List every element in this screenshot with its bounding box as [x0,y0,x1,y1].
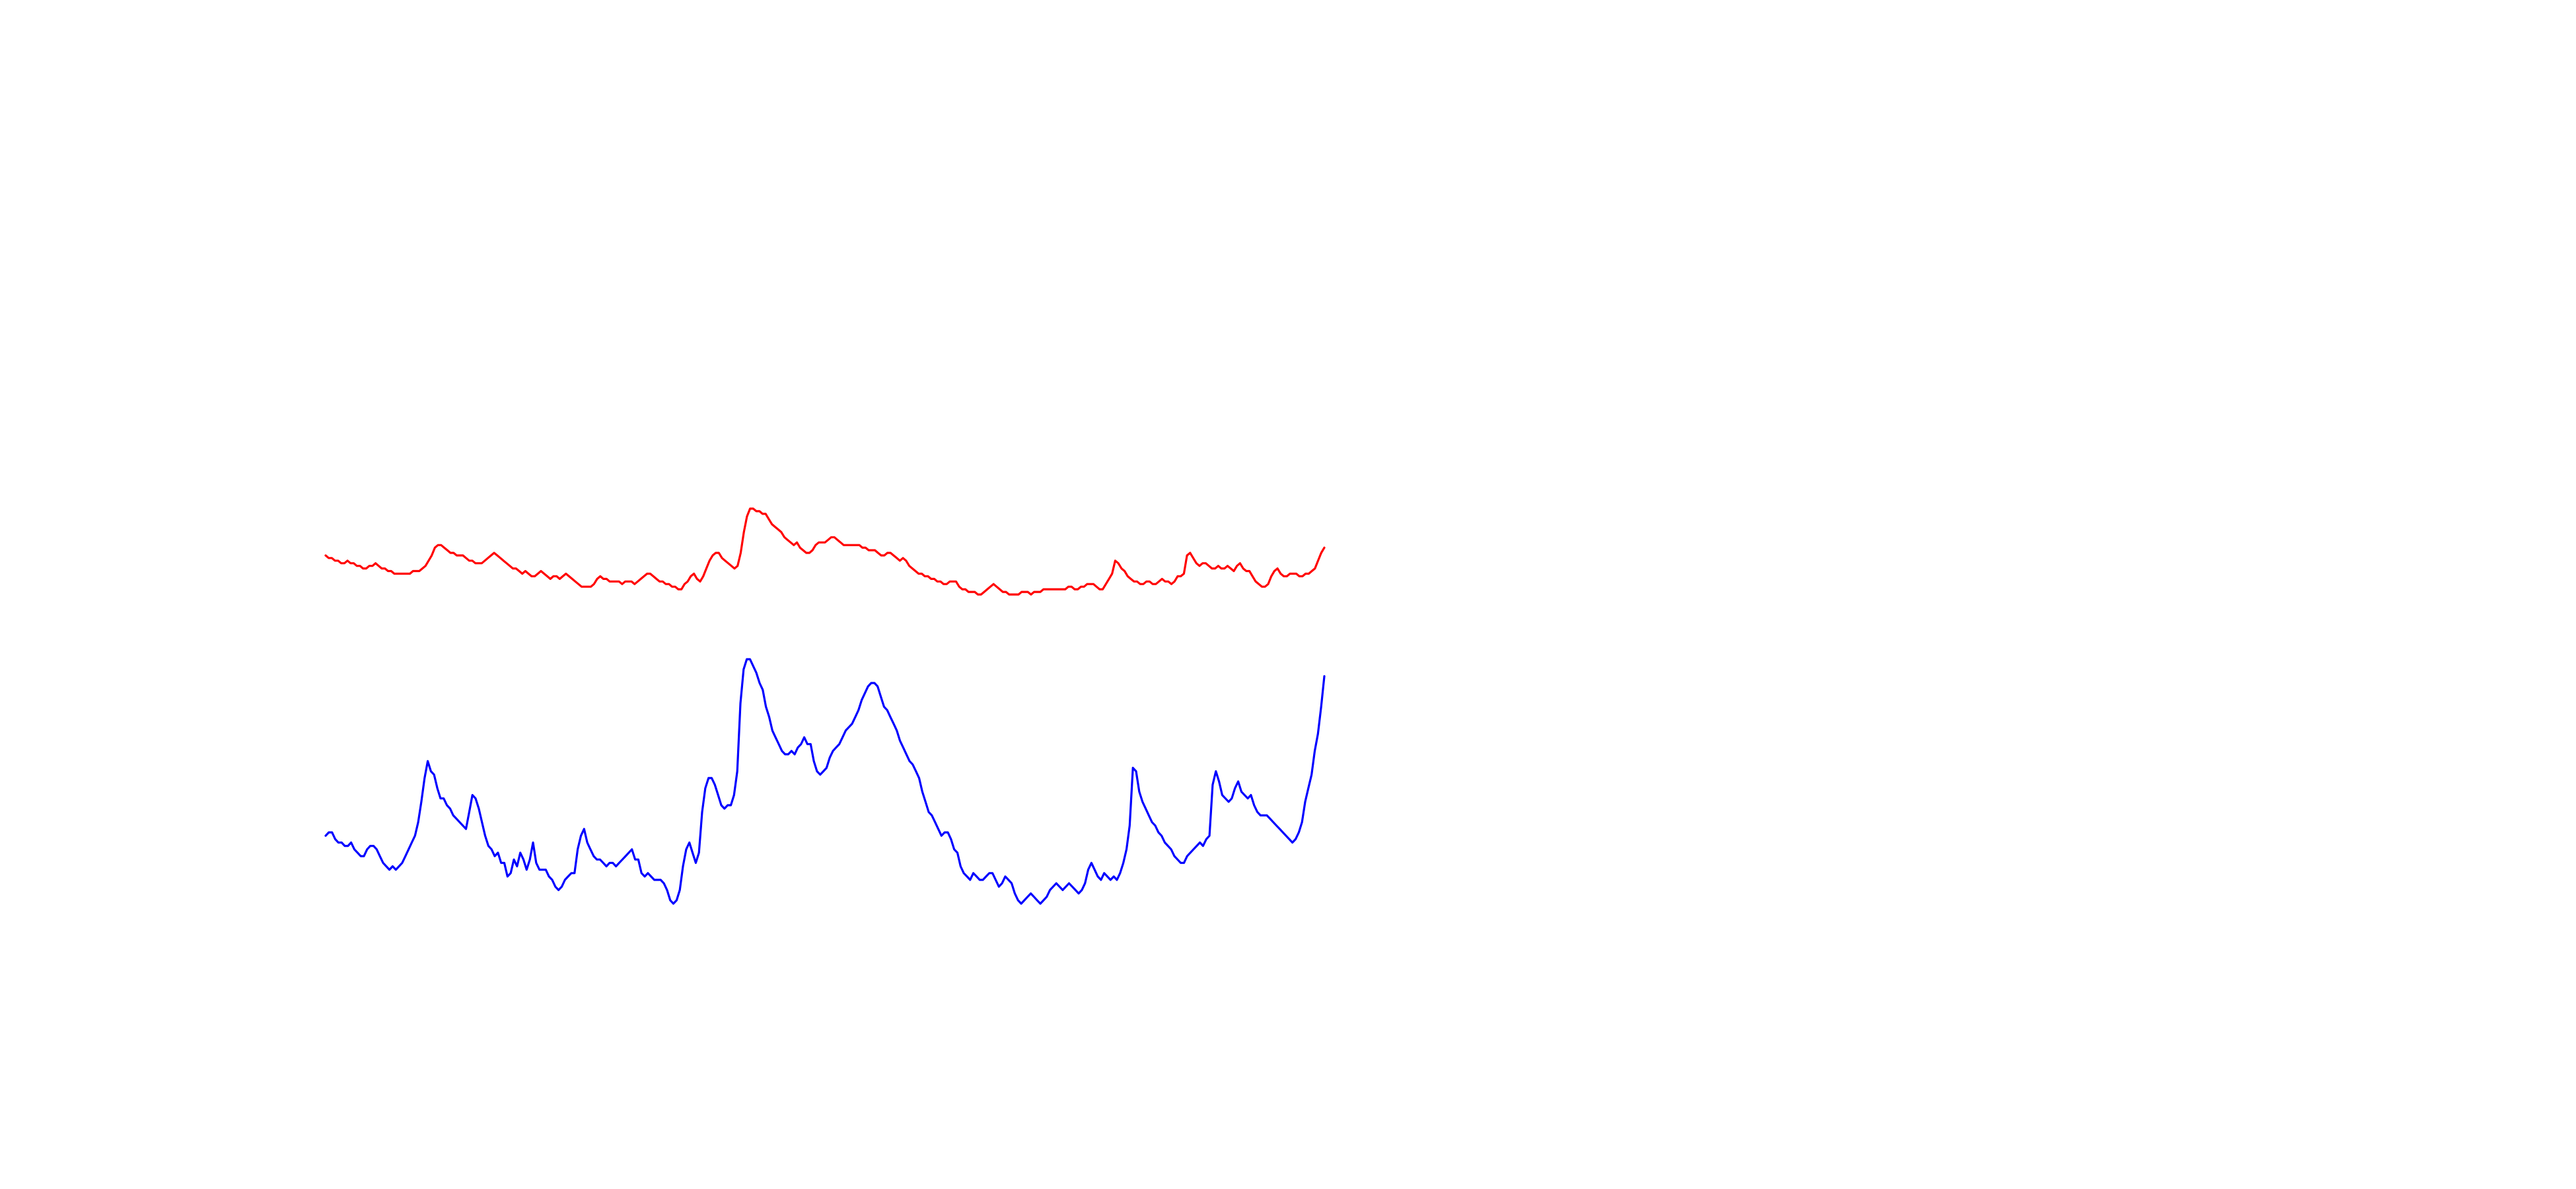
series-layer [324,507,1326,905]
series-line-2 [324,658,1326,905]
series-line-1 [324,507,1326,596]
